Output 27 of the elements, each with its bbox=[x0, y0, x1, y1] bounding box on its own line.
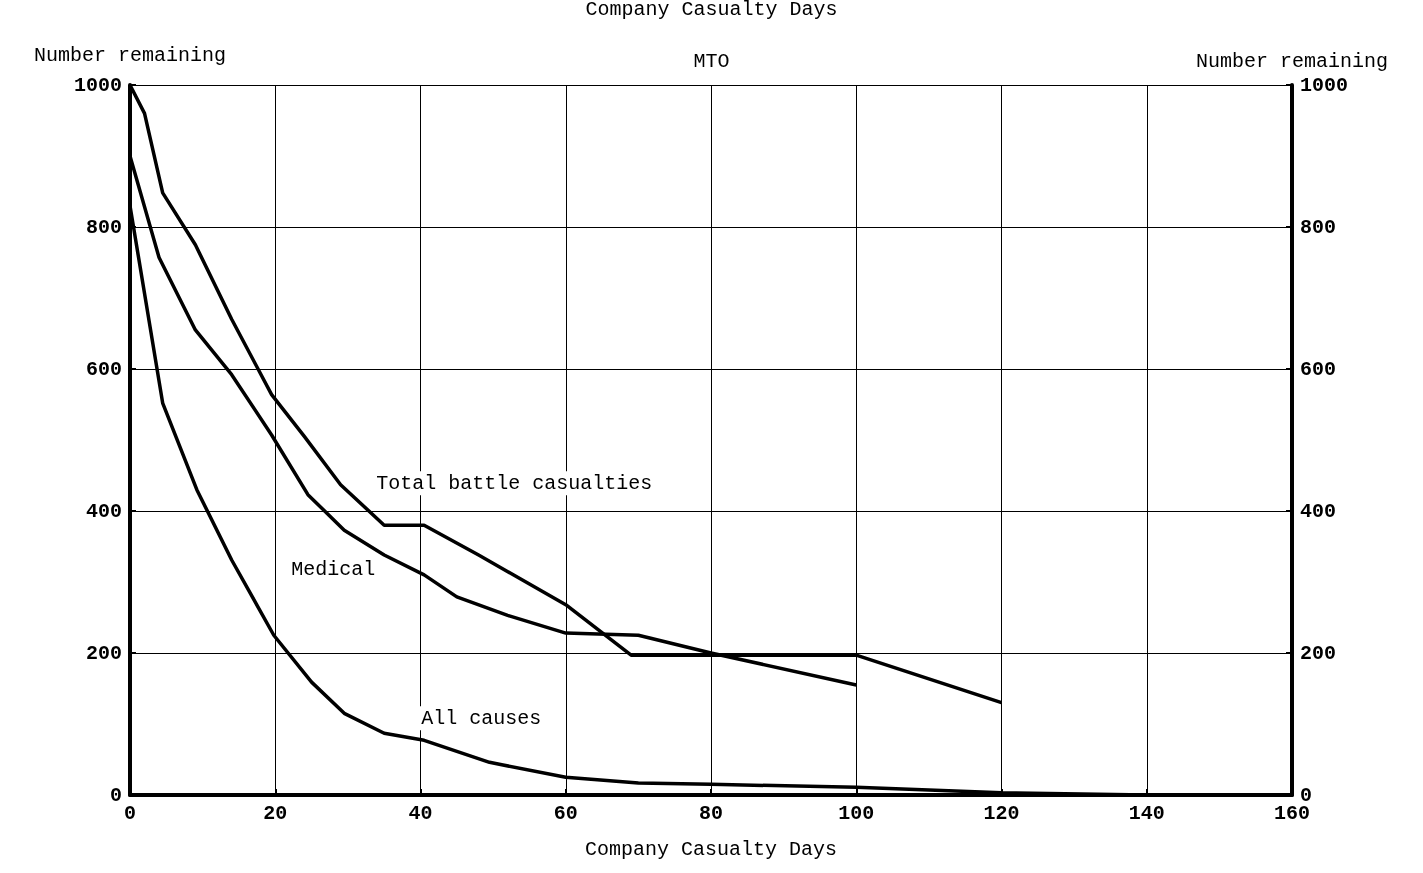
y-tick-label: 200 bbox=[85, 641, 122, 665]
y2-tick-label: 600 bbox=[1300, 357, 1337, 381]
y-axis-title: Number remaining bbox=[33, 43, 227, 67]
series-label: Total battle casualties bbox=[376, 471, 653, 495]
x-tick-label: 0 bbox=[123, 801, 137, 825]
chart-subtitle: MTO bbox=[693, 49, 730, 73]
y2-tick-label: 800 bbox=[1300, 215, 1337, 239]
y-tick-label: 1000 bbox=[73, 73, 122, 97]
y-tick-label: 0 bbox=[109, 783, 122, 807]
x-tick-label: 80 bbox=[698, 801, 724, 825]
x-tick-label: 20 bbox=[263, 801, 288, 825]
x-tick-label: 120 bbox=[983, 801, 1020, 825]
series-label: Medical bbox=[291, 557, 376, 581]
series-label: All causes bbox=[421, 706, 542, 730]
chart-title: Company Casualty Days bbox=[585, 0, 838, 21]
x-tick-label: 60 bbox=[553, 801, 578, 825]
y2-tick-label: 200 bbox=[1300, 641, 1337, 665]
x-tick-label: 40 bbox=[408, 801, 433, 825]
x-axis-title: Company Casualty Days bbox=[584, 837, 838, 861]
y-tick-label: 600 bbox=[85, 357, 122, 381]
y2-axis-title: Number remaining bbox=[1195, 49, 1389, 73]
y2-tick-label: 400 bbox=[1300, 499, 1337, 523]
x-tick-label: 100 bbox=[838, 801, 875, 825]
x-tick-label: 140 bbox=[1128, 801, 1165, 825]
y-tick-label: 800 bbox=[85, 215, 122, 239]
y2-tick-label: 1000 bbox=[1300, 73, 1349, 97]
y-tick-label: 400 bbox=[85, 499, 122, 523]
